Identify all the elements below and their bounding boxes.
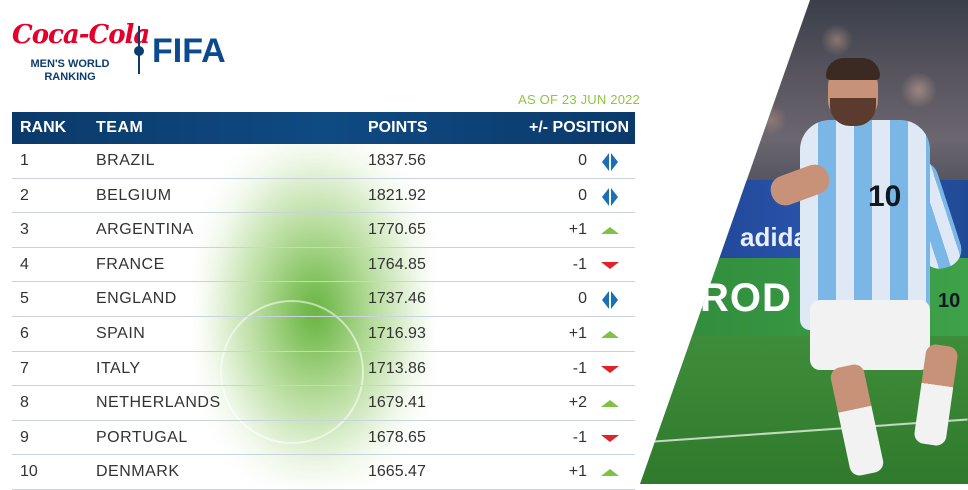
- points-cell: 1837.56: [368, 152, 426, 169]
- position-change-cell: +1: [568, 463, 587, 481]
- position-change-cell: -1: [572, 255, 587, 273]
- team-cell: FRANCE: [96, 255, 165, 273]
- arrow-up-icon: [601, 465, 621, 481]
- points-cell: 1679.41: [368, 394, 426, 412]
- header-team: TEAM: [96, 119, 144, 136]
- points-cell: 1678.65: [368, 428, 426, 446]
- rank-cell: 7: [20, 359, 29, 377]
- position-change-cell: 0: [578, 290, 587, 308]
- player-shorts: [810, 300, 930, 370]
- no-change-icon: [601, 187, 621, 206]
- table-row: 10 DENMARK 1665.47 +1: [12, 455, 635, 490]
- ranking-table: RANK TEAM POINTS +/- POSITION 1 BRAZIL 183…: [12, 112, 635, 490]
- points-cell: 1713.86: [368, 359, 426, 377]
- rank-cell: 10: [20, 463, 38, 481]
- player-beard: [830, 98, 876, 126]
- rank-cell: 2: [20, 186, 29, 204]
- table-row: 4 FRANCE 1764.85 -1: [12, 248, 635, 283]
- decorative-arc: [220, 300, 364, 444]
- rank-cell: 9: [20, 428, 29, 446]
- rank-cell: 1: [20, 152, 29, 169]
- player-photo: adidas ROD 10 10: [640, 0, 968, 484]
- arrow-up-icon: [601, 327, 621, 343]
- table-body: 1 BRAZIL 1837.56 0 2 BELGIUM 1821.92 0 3 ARGENTIN…: [12, 144, 635, 490]
- player-hair: [826, 58, 880, 80]
- table-row: 3 ARGENTINA 1770.65 +1: [12, 213, 635, 248]
- rank-cell: 5: [20, 290, 29, 308]
- points-cell: 1764.85: [368, 255, 426, 273]
- as-of-date: AS OF 23 JUN 2022: [518, 92, 640, 107]
- logo-area: Coca-Cola MEN'S WORLD RANKING FIFA: [12, 20, 242, 84]
- player-shirt-number: 10: [868, 180, 902, 213]
- rank-cell: 6: [20, 324, 29, 342]
- header-rank: RANK: [20, 119, 67, 136]
- arrow-up-icon: [601, 223, 621, 239]
- fifa-logo: FIFA: [152, 32, 226, 70]
- logo-divider-dot: [134, 46, 144, 56]
- rank-cell: 8: [20, 394, 29, 412]
- table-row: 9 PORTUGAL 1678.65 -1: [12, 421, 635, 456]
- arrow-down-icon: [601, 362, 621, 378]
- coca-cola-logo: Coca-Cola: [12, 20, 150, 50]
- team-cell: ARGENTINA: [96, 221, 194, 239]
- header-position-change: +/- POSITION: [528, 119, 629, 136]
- player-shirt: [800, 120, 930, 330]
- table-row: 8 NETHERLANDS 1679.41 +2: [12, 386, 635, 421]
- arrow-down-icon: [601, 258, 621, 274]
- rank-cell: 3: [20, 221, 29, 239]
- position-change-cell: +2: [568, 394, 587, 412]
- position-change-cell: 0: [578, 152, 587, 169]
- table-row: 7 ITALY 1713.86 -1: [12, 352, 635, 387]
- table-row: 2 BELGIUM 1821.92 0: [12, 179, 635, 214]
- table-row: 5 ENGLAND 1737.46 0: [12, 282, 635, 317]
- arrow-up-icon: [601, 396, 621, 412]
- team-cell: BELGIUM: [96, 186, 172, 204]
- position-change-cell: -1: [572, 359, 587, 377]
- team-cell: DENMARK: [96, 463, 180, 481]
- team-cell: NETHERLANDS: [96, 394, 221, 412]
- team-cell: ITALY: [96, 359, 141, 377]
- header-points: POINTS: [368, 119, 428, 136]
- points-cell: 1665.47: [368, 463, 426, 481]
- player-shorts-number: 10: [938, 290, 961, 312]
- position-change-cell: +1: [568, 221, 587, 239]
- position-change-cell: 0: [578, 186, 587, 204]
- points-cell: 1770.65: [368, 221, 426, 239]
- position-change-cell: -1: [572, 428, 587, 446]
- team-cell: ENGLAND: [96, 290, 177, 308]
- points-cell: 1737.46: [368, 290, 426, 308]
- table-row: 1 BRAZIL 1837.56 0: [12, 144, 635, 179]
- rank-cell: 4: [20, 255, 29, 273]
- points-cell: 1716.93: [368, 324, 426, 342]
- no-change-icon: [601, 291, 621, 310]
- no-change-icon: [601, 153, 621, 171]
- position-change-cell: +1: [568, 324, 587, 342]
- arrow-down-icon: [601, 431, 621, 447]
- ranking-title-line1: MEN'S WORLD: [30, 58, 110, 70]
- team-cell: PORTUGAL: [96, 428, 188, 446]
- ranking-title-line2: RANKING: [44, 71, 96, 83]
- team-cell: BRAZIL: [96, 152, 156, 169]
- ranking-title: MEN'S WORLD RANKING: [20, 58, 120, 84]
- photo-board-text-2: ROD: [700, 276, 792, 320]
- team-cell: SPAIN: [96, 324, 146, 342]
- points-cell: 1821.92: [368, 186, 426, 204]
- table-row: 6 SPAIN 1716.93 +1: [12, 317, 635, 352]
- table-header: RANK TEAM POINTS +/- POSITION: [12, 112, 635, 144]
